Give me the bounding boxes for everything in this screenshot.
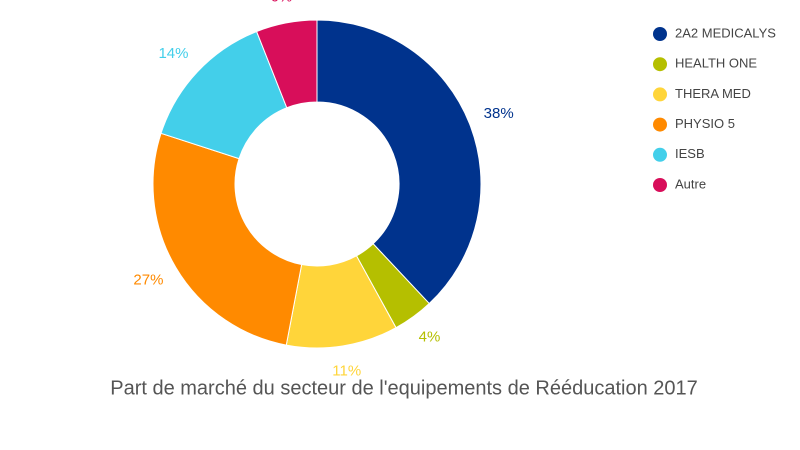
legend-label: THERA MED bbox=[675, 86, 751, 101]
data-label: 4% bbox=[419, 329, 441, 346]
legend-label: PHYSIO 5 bbox=[675, 116, 735, 131]
legend-marker bbox=[653, 27, 667, 41]
legend-marker bbox=[653, 147, 667, 162]
legend-marker bbox=[653, 57, 667, 72]
data-label: 38% bbox=[484, 105, 514, 122]
data-label: 6% bbox=[271, 0, 293, 5]
legend-label: HEALTH ONE bbox=[675, 56, 757, 71]
chart-title: Part de marché du secteur de l'equipemen… bbox=[110, 377, 698, 399]
slice bbox=[152, 132, 303, 346]
legend-label: 2A2 MEDICALYS bbox=[675, 25, 776, 40]
legend-marker bbox=[653, 178, 667, 192]
slice bbox=[316, 19, 482, 305]
slice bbox=[255, 19, 318, 109]
data-label: 11% bbox=[332, 363, 361, 380]
legend-marker bbox=[653, 117, 667, 132]
legend-marker bbox=[653, 87, 667, 102]
data-label: 27% bbox=[133, 272, 163, 289]
legend-label: IESB bbox=[675, 146, 705, 161]
legend-label: Autre bbox=[675, 176, 706, 191]
data-label: 14% bbox=[158, 45, 188, 62]
